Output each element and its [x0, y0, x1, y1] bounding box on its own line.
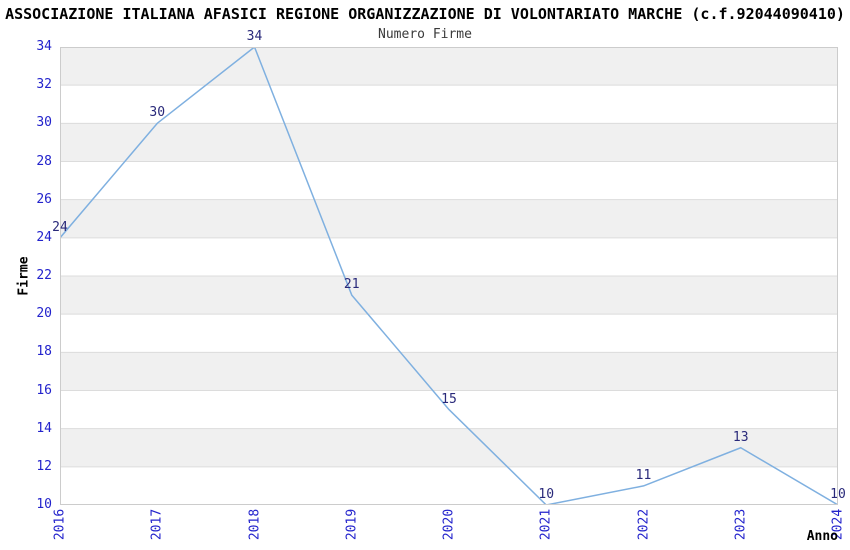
y-tick-label: 32 — [36, 77, 52, 93]
plot-border — [60, 47, 838, 505]
y-tick-label: 28 — [36, 153, 52, 169]
point-label: 11 — [635, 467, 652, 483]
y-tick-label: 24 — [36, 229, 52, 245]
y-tick-label: 18 — [36, 344, 52, 360]
chart-subtitle: Numero Firme — [378, 27, 472, 42]
y-tick-label: 26 — [36, 191, 52, 207]
x-tick-label: 2020 — [441, 508, 457, 541]
point-label: 10 — [830, 487, 846, 502]
x-tick-label: 2019 — [344, 508, 360, 541]
point-label: 34 — [246, 29, 263, 44]
x-tick-label: 2018 — [247, 508, 262, 541]
grid-band — [60, 428, 838, 467]
point-label: 24 — [52, 219, 68, 235]
point-label: 13 — [732, 429, 749, 445]
series-line — [60, 47, 838, 505]
x-tick-label: 2023 — [733, 508, 749, 541]
grid-band — [60, 123, 838, 162]
y-tick-label: 10 — [36, 497, 52, 512]
x-tick-label: 2016 — [52, 508, 68, 541]
x-tick-label: 2017 — [149, 508, 165, 541]
x-tick-label: 2021 — [538, 508, 554, 541]
chart-canvas — [60, 47, 838, 505]
chart-title: ASSOCIAZIONE ITALIANA AFASICI REGIONE OR… — [5, 5, 845, 23]
point-label: 10 — [538, 487, 555, 502]
y-tick-label: 30 — [36, 115, 52, 131]
point-label: 30 — [149, 105, 166, 121]
y-tick-label: 16 — [36, 382, 52, 398]
grid-band — [60, 47, 838, 86]
x-tick-label: 2022 — [636, 508, 651, 541]
plot-area — [60, 47, 838, 505]
point-label: 15 — [441, 391, 457, 407]
y-tick-label: 22 — [36, 268, 52, 283]
grid-band — [60, 199, 838, 238]
y-tick-label: 14 — [36, 420, 52, 436]
grid-band — [60, 276, 838, 315]
point-label: 21 — [343, 277, 360, 293]
y-tick-label: 20 — [36, 306, 52, 322]
y-tick-label: 12 — [36, 458, 52, 474]
y-tick-label: 34 — [36, 39, 52, 54]
grid-band — [60, 352, 838, 391]
x-axis-title: Anno — [806, 529, 838, 544]
